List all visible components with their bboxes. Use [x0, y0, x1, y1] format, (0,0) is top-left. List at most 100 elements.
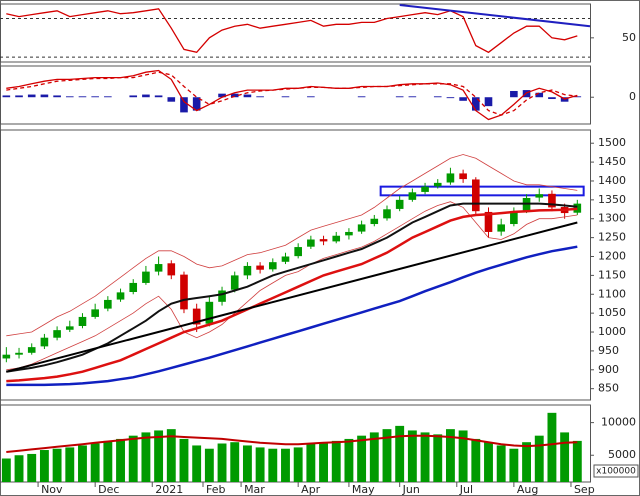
x-tick-label: Apr: [301, 483, 321, 496]
histogram-bar: [446, 97, 455, 99]
candle-body: [332, 235, 341, 242]
volume-bar: [192, 445, 202, 482]
x-tick-label: Feb: [206, 483, 225, 496]
x-tick-label: 2021: [155, 483, 183, 496]
volume-bar: [78, 445, 87, 482]
candle-body: [180, 274, 188, 310]
x-tick-label: Sep: [574, 483, 595, 496]
y-tick-label: 1400: [598, 174, 626, 187]
candle-body: [395, 199, 404, 209]
candle-body: [91, 309, 99, 317]
volume-bar: [471, 438, 481, 482]
candle-body: [268, 262, 277, 270]
histogram-bar: [281, 96, 290, 98]
volume-bar: [204, 448, 214, 482]
unit-box: [593, 464, 639, 478]
volume-bar: [369, 432, 379, 482]
series-line: [6, 71, 578, 116]
candle-body: [535, 194, 544, 198]
y-tick-label: 1000: [598, 325, 626, 338]
volume-bar: [395, 425, 405, 482]
histogram-bar: [180, 97, 188, 113]
y-tick-label: 1500: [598, 136, 626, 149]
volume-bar: [39, 450, 49, 482]
series-line: [6, 8, 578, 54]
candle-body: [40, 337, 49, 347]
candle-body: [281, 256, 290, 262]
histogram-bar: [459, 97, 467, 101]
candle-body: [116, 292, 125, 300]
volume-bar: [268, 448, 278, 482]
y-tick-label: 10000: [601, 416, 636, 429]
y-tick-label: 1050: [598, 306, 626, 319]
volume-bar: [484, 442, 493, 482]
histogram-bar: [573, 96, 582, 98]
x-tick-label: Aug: [517, 483, 538, 496]
x-tick-label: May: [352, 483, 375, 496]
volume-bar: [230, 442, 240, 482]
x-tick-label: Nov: [41, 483, 63, 496]
candle-body: [205, 301, 214, 324]
candle-body: [446, 173, 455, 183]
volume-bar: [27, 453, 37, 482]
candle-body: [129, 282, 138, 292]
volume-bar: [90, 443, 100, 482]
x-tick-label: Jun: [402, 483, 420, 496]
series-line: [6, 69, 578, 121]
volume-bar: [217, 443, 227, 482]
y-tick-label: 0: [629, 90, 636, 103]
volume-bar: [534, 435, 544, 482]
candle-body: [383, 209, 391, 219]
histogram-bar: [484, 97, 493, 107]
y-tick-label: 50: [622, 31, 636, 44]
candle-body: [192, 308, 201, 325]
volume-bar: [331, 440, 341, 482]
y-tick-label: 850: [598, 382, 619, 395]
volume-bar: [496, 445, 506, 482]
candle-body: [548, 193, 556, 208]
candle-body: [421, 186, 429, 192]
y-tick-label: 1450: [598, 155, 626, 168]
candle-body: [65, 326, 74, 330]
candle-body: [573, 203, 582, 213]
volume-bar: [407, 430, 417, 482]
volume-bar: [103, 440, 113, 482]
candle-body: [357, 224, 366, 232]
y-tick-label: 1150: [598, 268, 626, 281]
histogram-bar: [218, 93, 226, 98]
volume-bar: [281, 448, 290, 482]
histogram-bar: [433, 96, 442, 98]
volume-bar: [357, 435, 367, 482]
volume-bar: [522, 442, 531, 482]
candle-body: [154, 264, 163, 272]
candle-body: [167, 263, 176, 276]
x-tick-label: Mar: [244, 483, 265, 496]
volume-bar: [166, 429, 176, 482]
histogram-bar: [154, 95, 163, 98]
volume-bar: [445, 429, 455, 482]
candle-body: [307, 239, 315, 247]
volume-bar: [560, 432, 570, 482]
x-tick-label: Dec: [98, 483, 119, 496]
volume-bar: [509, 448, 519, 482]
volume-bar: [255, 447, 265, 482]
volume-bar: [382, 429, 392, 482]
candle-body: [243, 265, 252, 276]
histogram-bar: [230, 93, 239, 98]
candle-body: [15, 352, 23, 355]
volume-bar: [141, 432, 151, 482]
candle-body: [142, 271, 150, 283]
volume-bar: [293, 447, 303, 482]
histogram-bar: [395, 96, 404, 98]
histogram-bar: [548, 97, 556, 100]
trendline: [399, 4, 591, 28]
candle-body: [497, 224, 505, 232]
histogram-bar: [27, 94, 36, 98]
volume-bar: [242, 445, 252, 482]
candle-body: [433, 182, 442, 187]
histogram-bar: [129, 95, 138, 98]
unit-label: x100000: [596, 467, 636, 477]
volume-bar: [458, 430, 468, 482]
histogram-bar: [307, 96, 315, 98]
volume-bar: [547, 412, 557, 482]
